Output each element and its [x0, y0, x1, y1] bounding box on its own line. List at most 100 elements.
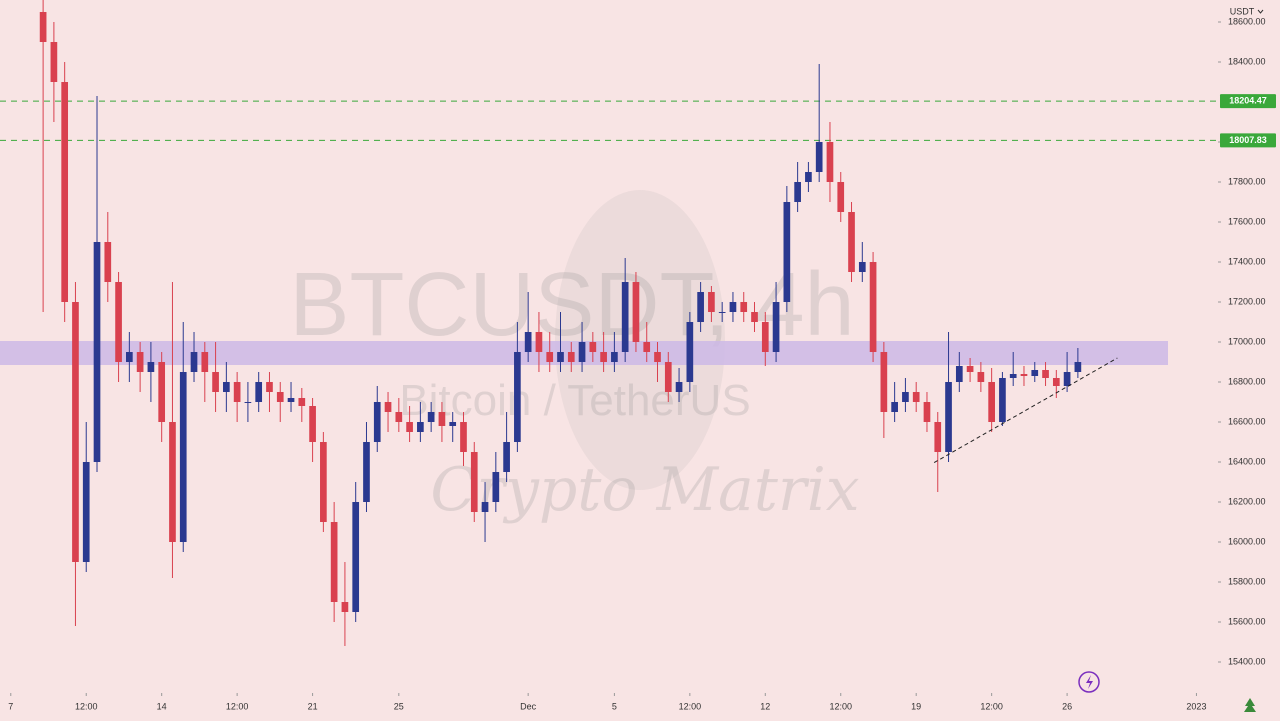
candle-body [740, 302, 748, 312]
candle-body [223, 382, 230, 392]
watermark-subtitle: Bitcoin / TetherUS [399, 376, 750, 425]
x-tick-label: Dec [520, 701, 537, 711]
candle-body [815, 142, 823, 172]
candle-body [977, 372, 985, 382]
x-tick-label: 26 [1062, 701, 1072, 711]
candle-body [136, 352, 144, 372]
candle-body [567, 352, 575, 362]
candle-body [923, 402, 931, 422]
candle-body [309, 406, 316, 442]
y-tick-label: 18600.00 [1228, 16, 1266, 26]
x-tick-label: 5 [612, 701, 617, 711]
candle-body [611, 352, 618, 362]
tree-icon[interactable] [1244, 698, 1256, 712]
candle-body [287, 398, 295, 402]
candle-body [179, 372, 187, 542]
watermark-logo [555, 190, 725, 490]
candle-body [686, 322, 694, 382]
candle-body [470, 452, 478, 512]
candle-body [1074, 362, 1082, 372]
candle-body [417, 422, 424, 432]
candle-body [115, 282, 122, 362]
watermark-title: BTCUSDT, 4h [289, 255, 854, 355]
y-tick-label: 15800.00 [1228, 576, 1266, 586]
x-tick-label: 12:00 [75, 701, 98, 711]
candle-body [805, 172, 812, 182]
x-tick-label: 12:00 [829, 701, 852, 711]
y-tick-label: 17000.00 [1228, 336, 1266, 346]
candle-body [902, 392, 909, 402]
candle-body [999, 378, 1006, 422]
currency-caret[interactable] [1257, 9, 1264, 14]
candle-body [837, 182, 845, 212]
candle-body [966, 366, 974, 372]
candle-body [330, 522, 338, 602]
candle-body [363, 442, 370, 502]
candle-body [395, 412, 403, 422]
candle-body [1042, 370, 1049, 378]
candle-body [1009, 374, 1017, 378]
candle-body [729, 302, 737, 312]
candle-body [578, 342, 586, 362]
candle-body [891, 402, 898, 412]
candle-body [535, 332, 543, 352]
candle-body [632, 282, 640, 342]
candle-body [61, 82, 69, 302]
candle-body [1031, 370, 1039, 376]
candle-body [557, 352, 564, 362]
x-tick-label: 2023 [1186, 701, 1206, 711]
x-tick-label: 12 [760, 701, 770, 711]
candle-body [492, 472, 500, 502]
y-tick-label: 16200.00 [1228, 496, 1266, 506]
candle-body [524, 332, 532, 352]
candle-body [298, 398, 306, 406]
candle-body [794, 182, 801, 202]
candle-body [589, 342, 597, 352]
candle-body [955, 366, 963, 382]
level-label: 18204.47 [1229, 95, 1267, 105]
y-tick-label: 16800.00 [1228, 376, 1266, 386]
candle-body [190, 352, 198, 372]
candle-body [352, 502, 360, 612]
alert-button[interactable] [1078, 671, 1100, 693]
x-tick-label: 19 [911, 701, 921, 711]
candle-body [373, 402, 381, 442]
candle-body [93, 242, 101, 462]
candle-body [104, 242, 112, 282]
candle-body [266, 382, 273, 392]
candle-body [72, 302, 79, 562]
candle-body [858, 262, 866, 272]
candle-body [341, 602, 349, 612]
level-label: 18007.83 [1229, 135, 1267, 145]
x-tick-label: 12:00 [226, 701, 249, 711]
y-tick-label: 15600.00 [1228, 616, 1266, 626]
x-tick-label: 7 [8, 701, 13, 711]
y-tick-label: 17200.00 [1228, 296, 1266, 306]
x-tick-label: 25 [394, 701, 404, 711]
candle-body [945, 382, 952, 452]
candle-body [643, 342, 651, 352]
candle-body [126, 352, 133, 362]
candle-body [438, 412, 446, 426]
candle-body [201, 352, 209, 372]
candle-body [761, 322, 769, 352]
candle-body [50, 42, 58, 82]
candle-body [1020, 374, 1028, 376]
candle-body [1063, 372, 1071, 386]
candle-body [276, 392, 284, 402]
currency-label[interactable]: USDT [1230, 6, 1255, 16]
candle-body [233, 382, 241, 402]
candle-body [934, 422, 942, 452]
y-tick-label: 18400.00 [1228, 56, 1266, 66]
level-label-box [1220, 133, 1276, 148]
y-tick-label: 16600.00 [1228, 416, 1266, 426]
candle-body [826, 142, 834, 182]
candle-body [406, 422, 413, 432]
alert-icon [1086, 675, 1093, 689]
y-tick-label: 16000.00 [1228, 536, 1266, 546]
candle-body [869, 262, 877, 352]
candle-body [664, 362, 672, 392]
candle-body [514, 352, 521, 442]
candle-body [751, 312, 758, 322]
